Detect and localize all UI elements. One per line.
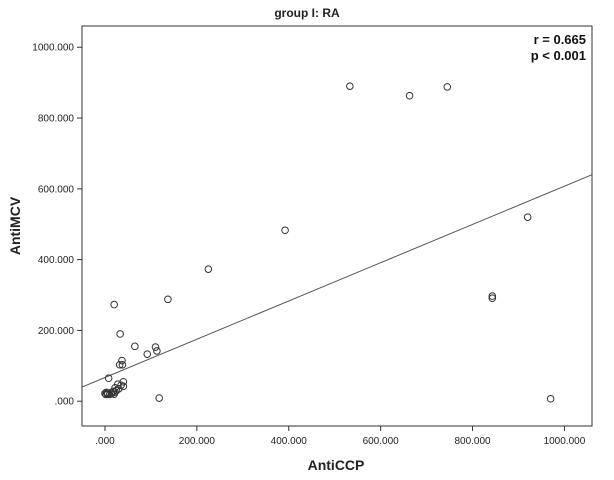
y-tick-label: .000	[55, 397, 75, 408]
y-axis-label: AntiMCV	[7, 196, 23, 255]
data-point	[115, 360, 124, 369]
data-point	[119, 382, 128, 391]
data-point	[143, 350, 152, 358]
data-point	[443, 83, 452, 91]
y-tick-label: 600.000	[38, 184, 75, 195]
y-tick-label: 200.000	[38, 326, 75, 337]
data-point	[164, 295, 172, 304]
x-axis-label: AntiCCP	[308, 457, 365, 473]
data-point	[151, 343, 160, 351]
data-point	[104, 374, 113, 383]
data-point	[103, 389, 112, 397]
y-tick-label: 400.000	[38, 255, 75, 266]
x-tick-label: 1000.000	[544, 436, 586, 447]
data-point	[118, 360, 127, 369]
annotation-p: p < 0.001	[531, 48, 586, 63]
data-point	[110, 300, 118, 309]
x-tick-label: 800.000	[454, 436, 491, 447]
data-point	[102, 390, 110, 399]
x-tick-label: 400.000	[271, 436, 308, 447]
data-point	[116, 330, 124, 338]
x-tick-label: 200.000	[179, 436, 216, 447]
data-point	[153, 347, 161, 355]
data-point	[346, 82, 354, 90]
x-tick-label: .000	[95, 436, 115, 447]
data-point	[523, 213, 532, 221]
chart-title: group I: RA	[274, 6, 340, 20]
data-point	[405, 91, 414, 100]
data-point	[488, 294, 497, 303]
data-point	[118, 356, 126, 365]
data-point	[281, 226, 289, 235]
x-axis: .000 200.000 400.000 600.000 800.000 1000.000	[95, 426, 586, 447]
plot-frame	[81, 25, 593, 427]
data-point	[204, 265, 213, 273]
data-point	[488, 292, 497, 300]
annotation-r: r = 0.665	[534, 32, 586, 47]
plot-area	[81, 82, 593, 403]
y-tick-label: 1000.000	[32, 43, 74, 54]
x-tick-label: 600.000	[363, 436, 400, 447]
y-axis: .000 200.000 400.000 600.000 800.000 1000.000	[32, 43, 82, 408]
fit-line	[81, 174, 593, 388]
data-point	[155, 394, 163, 402]
y-tick-label: 800.000	[38, 114, 75, 125]
data-point	[131, 342, 139, 351]
data-point	[546, 394, 555, 403]
